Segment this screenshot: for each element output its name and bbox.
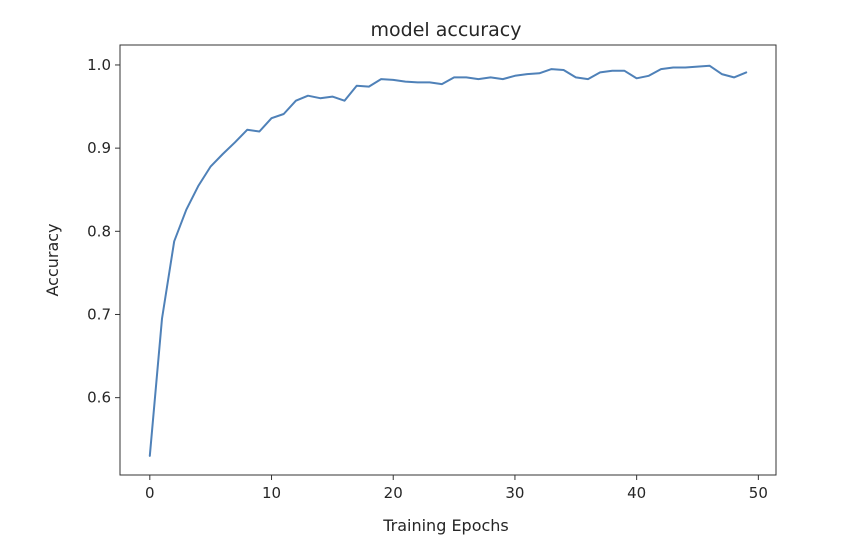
y-tick-label: 0.9 (87, 139, 111, 157)
y-tick-label: 1.0 (87, 56, 111, 74)
y-tick-label: 0.7 (87, 305, 111, 323)
x-axis-label: Training Epochs (382, 516, 509, 535)
y-tick-label: 0.8 (87, 222, 111, 240)
x-tick-label: 40 (627, 484, 646, 502)
x-tick-label: 0 (145, 484, 155, 502)
x-tick-label: 30 (505, 484, 524, 502)
chart-title: model accuracy (371, 19, 522, 41)
plot-area (148, 64, 748, 457)
x-tick-label: 50 (749, 484, 768, 502)
x-tick-label: 20 (384, 484, 403, 502)
x-tick-label: 10 (262, 484, 281, 502)
accuracy-line (148, 64, 748, 457)
y-tick-label: 0.6 (87, 389, 111, 407)
y-axis-label: Accuracy (43, 223, 62, 296)
y-axis: 0.6 0.7 0.8 0.9 1.0 (87, 56, 120, 407)
x-axis: 0 10 20 30 40 50 (145, 475, 768, 502)
plot-frame (119, 44, 777, 476)
